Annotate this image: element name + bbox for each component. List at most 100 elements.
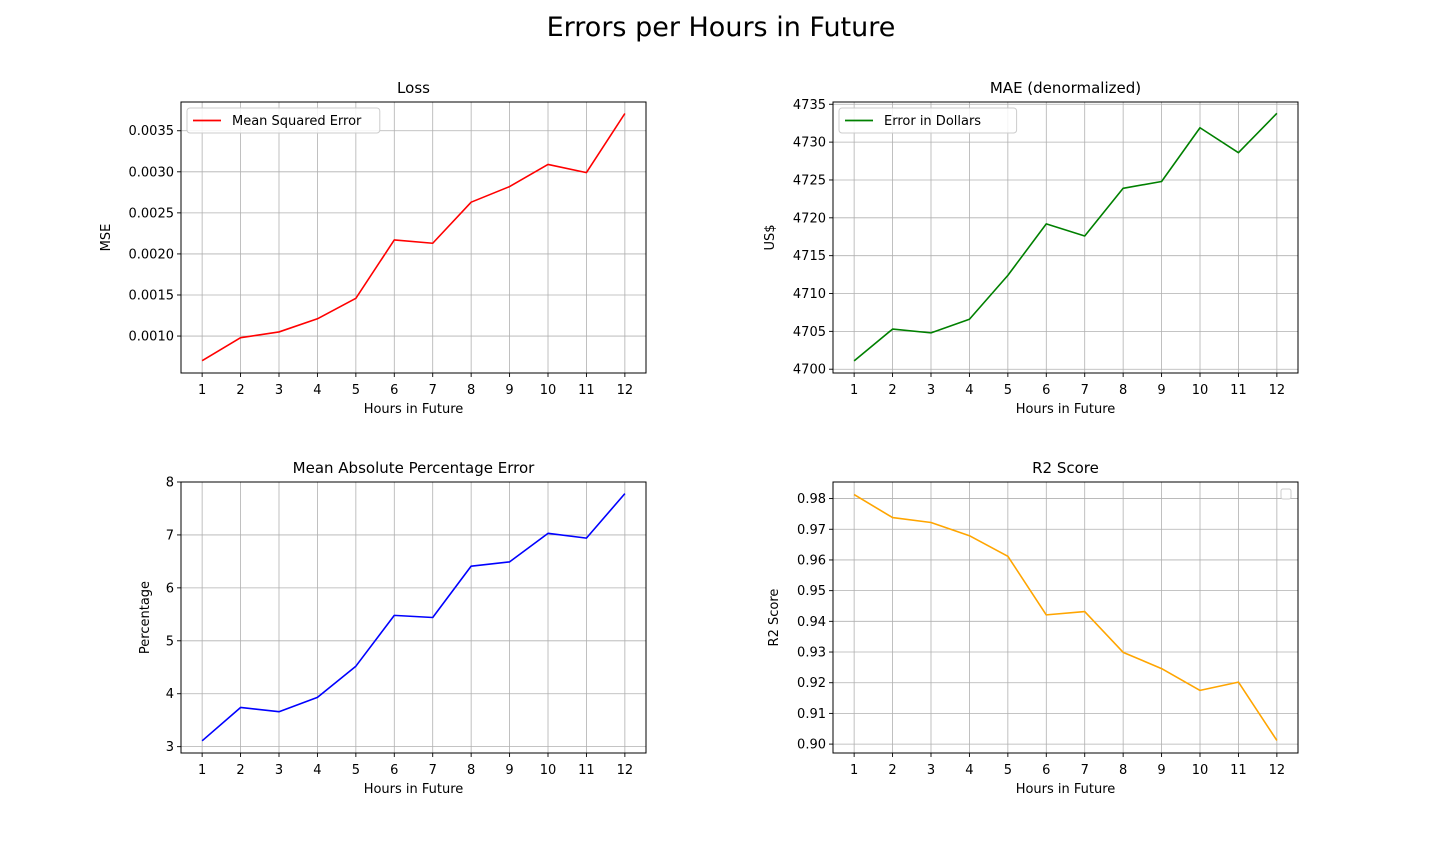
y-tick-label: 4715 [793,249,826,264]
x-tick-label: 9 [505,383,513,398]
y-tick-label: 0.97 [797,523,826,538]
y-tick-label: 0.98 [797,492,826,507]
x-tick-label: 11 [578,763,595,778]
x-tick-label: 10 [540,763,557,778]
x-tick-label: 7 [1081,383,1089,398]
x-axis-label: Hours in Future [1016,782,1116,797]
x-tick-label: 12 [617,383,634,398]
x-tick-label: 1 [198,383,206,398]
x-tick-label: 6 [390,763,398,778]
subplot-title: Loss [397,79,430,97]
x-tick-label: 10 [540,383,557,398]
x-tick-label: 4 [965,383,973,398]
x-tick-label: 1 [198,763,206,778]
subplot-title: R2 Score [1032,459,1099,477]
axes-frame [832,481,1299,754]
subplot-title: MAE (denormalized) [990,79,1141,97]
x-tick-label: 10 [1192,383,1209,398]
y-tick-label: 7 [166,528,174,543]
x-axis-label: Hours in Future [364,402,464,417]
x-tick-label: 5 [1004,383,1012,398]
y-tick-label: 4 [166,687,174,702]
x-tick-label: 3 [275,383,283,398]
y-tick-label: 4720 [793,211,826,226]
y-tick-label: 8 [166,476,174,491]
subplot-2: 1 2 3 4 5 6 7 8 9 10 11 124700470547104715472047254… [763,79,1299,417]
axes-frame [180,481,647,754]
x-tick-label: 9 [1157,763,1165,778]
y-axis-label: MSE [99,224,114,252]
y-tick-label: 3 [166,740,174,755]
x-tick-label: 6 [1042,763,1050,778]
x-tick-label: 7 [1081,763,1089,778]
x-tick-label: 8 [467,383,475,398]
x-tick-label: 5 [352,763,360,778]
x-tick-label: 3 [927,383,935,398]
y-tick-label: 6 [166,581,174,596]
x-tick-label: 9 [1157,383,1165,398]
y-tick-label: 4700 [793,363,826,378]
x-tick-label: 2 [236,763,244,778]
series-line-1 [853,493,1278,741]
x-tick-label: 6 [1042,383,1050,398]
x-axis-label: Hours in Future [364,782,464,797]
x-tick-label: 12 [1269,383,1286,398]
y-tick-label: 0.0015 [129,288,175,303]
y-tick-label: 0.90 [797,738,826,753]
y-tick-label: 0.93 [797,646,826,661]
y-tick-label: 0.0025 [129,206,175,221]
x-tick-label: 1 [850,383,858,398]
x-tick-label: 8 [1119,763,1127,778]
x-tick-label: 4 [313,383,321,398]
legend-frame [838,107,1018,134]
x-tick-label: 7 [429,383,437,398]
x-tick-label: 4 [313,763,321,778]
x-tick-label: 7 [429,763,437,778]
x-tick-label: 1 [850,763,858,778]
y-axis-label: Percentage [138,581,153,654]
x-tick-label: 6 [390,383,398,398]
y-tick-label: 4710 [793,287,826,302]
x-tick-label: 9 [505,763,513,778]
y-tick-label: 4705 [793,325,826,340]
x-tick-label: 11 [1230,383,1247,398]
y-tick-label: 5 [166,634,174,649]
subplot-4: 1 2 3 4 5 6 7 8 9 10 11 120.900.910.920.930.940.950… [767,459,1299,797]
legend-empty [1280,488,1292,500]
y-tick-label: 0.96 [797,553,826,568]
x-tick-label: 11 [1230,763,1247,778]
subplot-1: 1 2 3 4 5 6 7 8 9 10 11 120.00100.00150.00200.00250… [99,79,647,417]
y-axis-label: US$ [763,224,778,250]
legend-frame [186,107,381,134]
y-tick-label: 0.91 [797,707,826,722]
y-tick-label: 0.95 [797,584,826,599]
legend: Error in Dollars [838,107,1018,134]
y-tick-label: 4725 [793,173,826,188]
axes-frame [832,101,1299,374]
x-tick-label: 2 [888,763,896,778]
x-tick-label: 2 [236,383,244,398]
legend-label: Mean Squared Error [232,114,362,129]
x-tick-label: 4 [965,763,973,778]
series-line-1 [201,493,626,742]
legend: Mean Squared Error [186,107,381,134]
y-tick-label: 0.92 [797,676,826,691]
x-tick-label: 12 [1269,763,1286,778]
y-tick-label: 4735 [793,98,826,113]
x-tick-label: 10 [1192,763,1209,778]
y-tick-label: 4730 [793,136,826,151]
y-tick-label: 0.0010 [129,330,175,345]
y-tick-label: 0.0020 [129,247,175,262]
y-tick-label: 0.0035 [129,124,175,139]
figure-title: Errors per Hours in Future [546,12,896,43]
series-line-1 [201,113,626,362]
series-line-1 [853,112,1278,362]
x-tick-label: 5 [1004,763,1012,778]
legend-label: Error in Dollars [884,114,981,129]
x-tick-label: 2 [888,383,896,398]
x-tick-label: 11 [578,383,595,398]
subplot-title: Mean Absolute Percentage Error [293,459,536,477]
